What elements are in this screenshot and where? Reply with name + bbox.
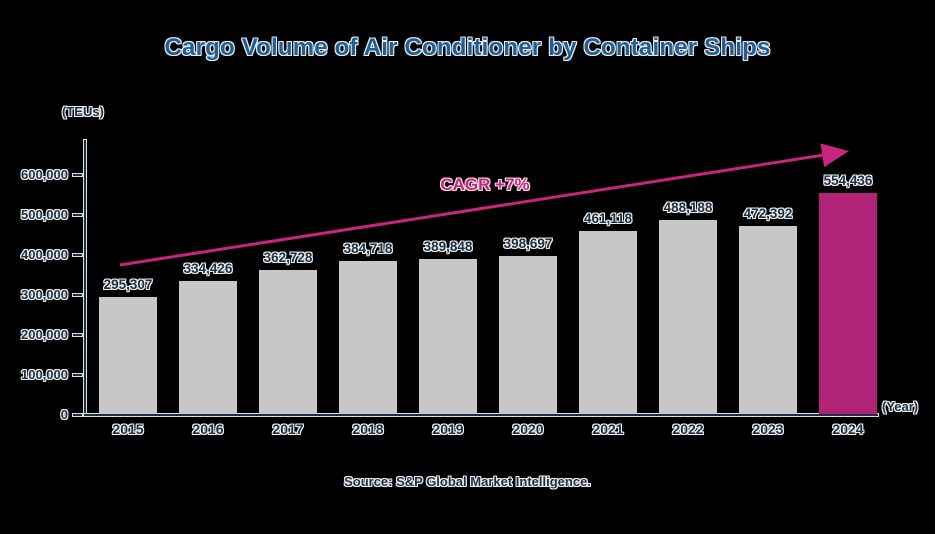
bar-value-label: 334,426 — [183, 261, 233, 277]
y-tick-mark — [73, 374, 82, 376]
cagr-annotation: CAGR +7% — [440, 175, 530, 194]
bar-2018 — [339, 261, 397, 414]
x-axis-line — [84, 414, 878, 416]
source-note: Source: S&P Global Market Intelligence. — [344, 474, 591, 489]
bar-2022 — [659, 219, 717, 414]
y-tick-label: 500,000 — [21, 207, 68, 222]
x-tick-label: 2023 — [752, 421, 784, 437]
bar-2019 — [419, 259, 477, 414]
x-tick-label: 2022 — [672, 421, 704, 437]
x-tick-label: 2020 — [512, 421, 544, 437]
bar-value-label: 295,307 — [103, 276, 153, 292]
bar-2021 — [579, 230, 637, 414]
bar-2024 — [819, 193, 877, 414]
x-tick-label: 2021 — [592, 421, 624, 437]
y-tick-mark — [73, 174, 82, 176]
y-tick-mark — [73, 214, 82, 216]
y-tick-mark — [73, 254, 82, 256]
bar-value-label: 398,697 — [503, 235, 553, 251]
bar-2015 — [99, 296, 157, 414]
x-tick-label: 2017 — [272, 421, 304, 437]
x-tick-label: 2019 — [432, 421, 464, 437]
bar-2016 — [179, 281, 237, 414]
bar-2017 — [259, 269, 317, 414]
bar-value-label: 472,392 — [743, 206, 793, 222]
bar-value-label: 488,188 — [663, 199, 713, 215]
bar-value-label: 389,848 — [423, 239, 473, 255]
y-tick-mark — [73, 334, 82, 336]
y-axis-unit-label: (TEUs) — [62, 104, 104, 119]
y-tick-label: 300,000 — [21, 287, 68, 302]
x-tick-label: 2024 — [832, 421, 864, 437]
bar-value-label: 362,728 — [263, 249, 313, 265]
x-axis-unit-label: (Year) — [882, 399, 919, 414]
chart-title: Cargo Volume of Air Conditioner by Conta… — [164, 34, 771, 61]
y-tick-mark — [73, 294, 82, 296]
bar-value-label: 384,718 — [343, 241, 393, 257]
bar-2023 — [739, 226, 797, 414]
x-tick-label: 2016 — [192, 421, 224, 437]
bar-value-label: 554,436 — [823, 173, 873, 189]
x-tick-label: 2018 — [352, 421, 384, 437]
y-tick-label: 0 — [60, 407, 68, 422]
y-axis-line — [84, 140, 86, 416]
y-tick-label: 100,000 — [21, 367, 68, 382]
bar-value-label: 461,118 — [583, 210, 633, 226]
y-tick-mark — [73, 414, 82, 416]
y-tick-label: 200,000 — [21, 327, 68, 342]
y-tick-label: 400,000 — [21, 247, 68, 262]
x-tick-label: 2015 — [112, 421, 144, 437]
bar-2020 — [499, 255, 557, 414]
y-tick-label: 600,000 — [21, 167, 68, 182]
